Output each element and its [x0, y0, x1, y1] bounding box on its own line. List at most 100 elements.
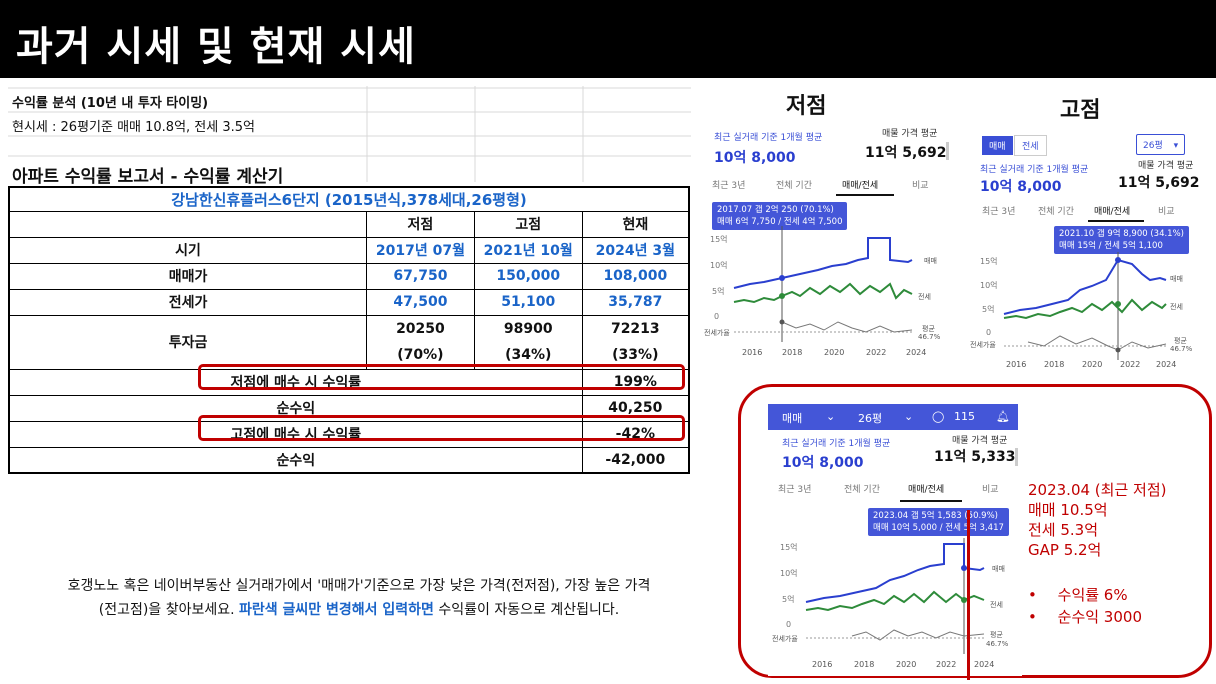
- annotation-jeonse: 전세 5.3억: [1028, 521, 1099, 539]
- now-ratio-line: [851, 629, 985, 641]
- high-series-sale: 매매: [1170, 275, 1183, 283]
- now-tab-compare[interactable]: 비교: [982, 485, 999, 495]
- now-topbar-type[interactable]: 매매: [782, 412, 803, 425]
- now-ratio-label: 전세가율: [772, 635, 798, 643]
- sale-high-cell[interactable]: 150,000: [473, 262, 583, 290]
- period-high-cell[interactable]: 2021년 10월: [473, 236, 583, 264]
- low-tab-all[interactable]: 전체 기간: [776, 181, 812, 191]
- high-tab-compare[interactable]: 비교: [1158, 207, 1175, 217]
- now-ytick-10: 10억: [780, 569, 798, 578]
- high-tooltip: 2021.10 갭 9억 8,900 (34.1%) 매매 15억 / 전세 5…: [1054, 226, 1189, 254]
- high-avg-value: 46.7%: [1170, 345, 1193, 353]
- highlight-return-low: [198, 364, 685, 390]
- low-tab-compare[interactable]: 비교: [912, 181, 929, 191]
- now-scroll-thumb[interactable]: [1015, 448, 1018, 466]
- now-tab-sale-jeonse[interactable]: 매매/전세: [908, 485, 945, 495]
- low-scroll-thumb[interactable]: [946, 142, 949, 160]
- high-caption-left: 최근 실거래 기준 1개월 평균: [980, 165, 1089, 175]
- now-sale-marker: [961, 565, 967, 571]
- high-ytick-15: 15억: [980, 257, 998, 266]
- return-high-cell: -42%: [581, 420, 690, 448]
- now-caption-left: 최근 실거래 기준 1개월 평균: [782, 439, 891, 449]
- row-invest-label: 투자금: [8, 314, 368, 370]
- chevron-down-icon[interactable]: ⌄: [826, 410, 836, 423]
- note-text-3: 수익률이 자동으로 계산됩니다.: [433, 602, 620, 618]
- high-ytick-5: 5억: [982, 305, 995, 314]
- now-chart-plot: [805, 538, 985, 654]
- low-tab-3y[interactable]: 최근 3년: [712, 181, 746, 191]
- now-xtick-2020: 2020: [896, 660, 917, 669]
- high-tab-sale-jeonse[interactable]: 매매/전세: [1094, 207, 1131, 217]
- high-xtick-2020: 2020: [1082, 360, 1103, 369]
- net-high-cell: -42,000: [581, 446, 690, 474]
- high-toggle-jeonse[interactable]: 전세: [1014, 135, 1047, 156]
- now-topbar-size[interactable]: 26평: [858, 412, 883, 425]
- high-series-jeonse: 전세: [1170, 303, 1183, 311]
- panel-now-chart: 매매 ⌄ 26평 ⌄ ◯ 115 🔔︎ 최근 실거래 기준 1개월 평균 매물 …: [768, 404, 1022, 676]
- high-xtick-2016: 2016: [1006, 360, 1027, 369]
- bell-icon[interactable]: 🔔︎: [996, 410, 1010, 423]
- now-ytick-5: 5억: [782, 595, 795, 604]
- low-sale-marker: [779, 275, 785, 281]
- chat-bubble-icon[interactable]: ◯: [932, 410, 945, 423]
- high-price-right: 11억 5,692: [1118, 175, 1200, 191]
- current-marker-line: [967, 510, 970, 680]
- complex-name[interactable]: 강남한신휴플러스6단지 (2015년식,378세대,26평형): [8, 186, 690, 212]
- high-ratio-label: 전세가율: [970, 341, 996, 349]
- now-tooltip: 2023.04 갭 5억 1,583 (50.9%) 매매 10억 5,000 …: [868, 508, 1009, 536]
- jeonse-now-cell[interactable]: 35,787: [581, 288, 690, 316]
- now-tabs: 최근 3년 전체 기간 매매/전세 비교: [768, 482, 1022, 496]
- annotation-return: 수익률 6%: [1057, 586, 1128, 604]
- high-tab-underline: [1088, 220, 1144, 222]
- header-blank: [8, 210, 368, 238]
- high-tab-3y[interactable]: 최근 3년: [982, 207, 1016, 217]
- analysis-heading: 수익률 분석 (10년 내 투자 타이밍): [12, 96, 209, 111]
- high-ratio-line: [1027, 335, 1167, 351]
- now-tab-all[interactable]: 전체 기간: [844, 485, 880, 495]
- bullet-icon: •: [1028, 586, 1037, 604]
- panel-low-label: 저점: [786, 94, 827, 119]
- jeonse-high-cell[interactable]: 51,100: [473, 288, 583, 316]
- row-jeonse-label: 전세가: [8, 288, 368, 316]
- calculator-sheet: 수익률 분석 (10년 내 투자 타이밍) 현시세 : 26평기준 매매 10.…: [7, 86, 691, 618]
- low-series-jeonse: 전세: [918, 293, 931, 301]
- now-caption-right: 매물 가격 평균: [952, 436, 1008, 446]
- chevron-down-icon[interactable]: ⌄: [904, 410, 914, 423]
- period-now-cell[interactable]: 2024년 3월: [581, 236, 690, 264]
- invest-high-cell: 98900 (34%): [473, 314, 583, 370]
- note-highlight: 파란색 글씨만 변경해서 입력하면: [239, 602, 434, 618]
- slide-header: 과거 시세 및 현재 시세: [0, 0, 1216, 78]
- high-xtick-2018: 2018: [1044, 360, 1065, 369]
- now-tooltip-line2: 매매 10억 5,000 / 전세 5억 3,417: [873, 523, 1004, 533]
- low-price-right: 11억 5,692: [865, 145, 947, 161]
- note-text-1: 호갱노노 혹은 네이버부동산 실거래가에서 '매매가'기준으로 가장 낮은 가격…: [67, 578, 651, 594]
- low-ytick-15: 15억: [710, 235, 728, 244]
- now-avg-label: 평균: [990, 631, 1003, 639]
- high-tooltip-line1: 2021.10 갭 9억 8,900 (34.1%): [1059, 229, 1184, 239]
- panel-low-chart: 최근 실거래 기준 1개월 평균 매물 가격 평균 10억 8,000 11억 …: [700, 122, 952, 362]
- now-xtick-2022: 2022: [936, 660, 957, 669]
- high-tab-all[interactable]: 전체 기간: [1038, 207, 1074, 217]
- high-sale-line: [1003, 258, 1167, 315]
- high-size-select[interactable]: 26평 ▾: [1136, 134, 1186, 155]
- now-tab-3y[interactable]: 최근 3년: [778, 485, 812, 495]
- period-low-cell[interactable]: 2017년 07월: [366, 236, 475, 264]
- jeonse-low-cell[interactable]: 47,500: [366, 288, 475, 316]
- sale-low-cell[interactable]: 67,750: [366, 262, 475, 290]
- low-series-sale: 매매: [924, 257, 937, 265]
- low-tooltip-line1: 2017.07 갭 2억 250 (70.1%): [717, 205, 834, 215]
- high-ytick-0: 0: [986, 328, 992, 337]
- row-net-high-label: 순수익: [7, 446, 583, 474]
- instruction-note: 호갱노노 혹은 네이버부동산 실거래가에서 '매매가'기준으로 가장 낮은 가격…: [24, 574, 694, 622]
- low-tab-sale-jeonse[interactable]: 매매/전세: [842, 181, 879, 191]
- invest-high-value: 98900: [503, 321, 553, 337]
- col-now-header: 현재: [581, 210, 690, 238]
- bullet-icon: •: [1028, 608, 1037, 626]
- now-jeonse-line: [805, 590, 985, 612]
- high-toggle-sale[interactable]: 매매: [982, 136, 1013, 155]
- now-topbar-count[interactable]: 115: [954, 410, 975, 423]
- high-jeonse-marker: [1115, 301, 1121, 307]
- sale-now-cell[interactable]: 108,000: [581, 262, 690, 290]
- low-jeonse-line: [733, 282, 913, 304]
- current-price-text: 현시세 : 26평기준 매매 10.8억, 전세 3.5억: [12, 120, 255, 135]
